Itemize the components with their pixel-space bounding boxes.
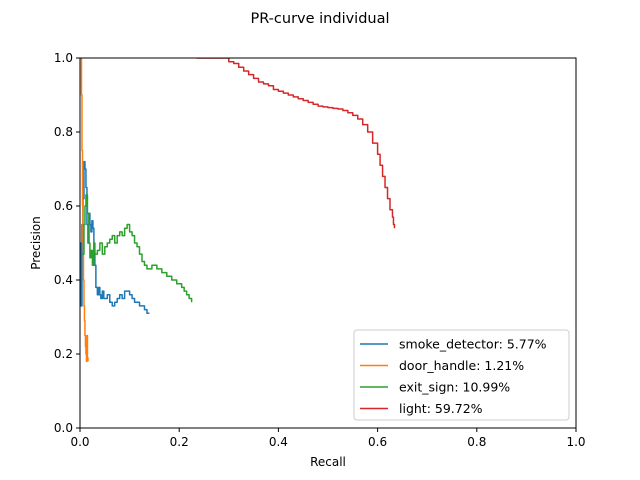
y-tick-label: 0.2 xyxy=(54,347,73,361)
x-tick-label: 0.6 xyxy=(368,435,387,449)
series-line-exit-sign xyxy=(82,194,193,303)
legend-label: smoke_detector: 5.77% xyxy=(399,337,547,352)
x-axis-label: Recall xyxy=(310,455,346,469)
y-tick-label: 0.6 xyxy=(54,199,73,213)
x-tick-label: 1.0 xyxy=(566,435,585,449)
legend-label: light: 59.72% xyxy=(399,401,483,416)
x-tick-label: 0.0 xyxy=(70,435,89,449)
legend: smoke_detector: 5.77% door_handle: 1.21% e… xyxy=(353,329,570,421)
y-tick-label: 0.0 xyxy=(54,421,73,435)
legend-label: door_handle: 1.21% xyxy=(399,358,524,373)
y-axis-label: Precision xyxy=(29,216,43,270)
y-tick-label: 0.4 xyxy=(54,273,73,287)
series-line-light xyxy=(196,58,396,229)
x-axis-ticks: 0.0 0.2 0.4 0.6 0.8 1.0 xyxy=(70,428,586,449)
plot-frame xyxy=(79,57,577,429)
x-tick-label: 0.8 xyxy=(467,435,486,449)
series-line-door-handle xyxy=(80,58,89,363)
y-axis-ticks: 0.0 0.2 0.4 0.6 0.8 1.0 xyxy=(54,51,80,435)
chart-title: PR-curve individual xyxy=(250,11,389,27)
x-tick-label: 0.4 xyxy=(269,435,288,449)
plot-area xyxy=(79,57,577,429)
y-tick-label: 0.8 xyxy=(54,125,73,139)
legend-label: exit_sign: 10.99% xyxy=(399,380,510,395)
x-tick-label: 0.2 xyxy=(170,435,189,449)
series-line-smoke-detector xyxy=(80,160,150,315)
y-tick-label: 1.0 xyxy=(54,51,73,65)
series-layer xyxy=(80,58,396,363)
legend-box xyxy=(353,329,570,421)
